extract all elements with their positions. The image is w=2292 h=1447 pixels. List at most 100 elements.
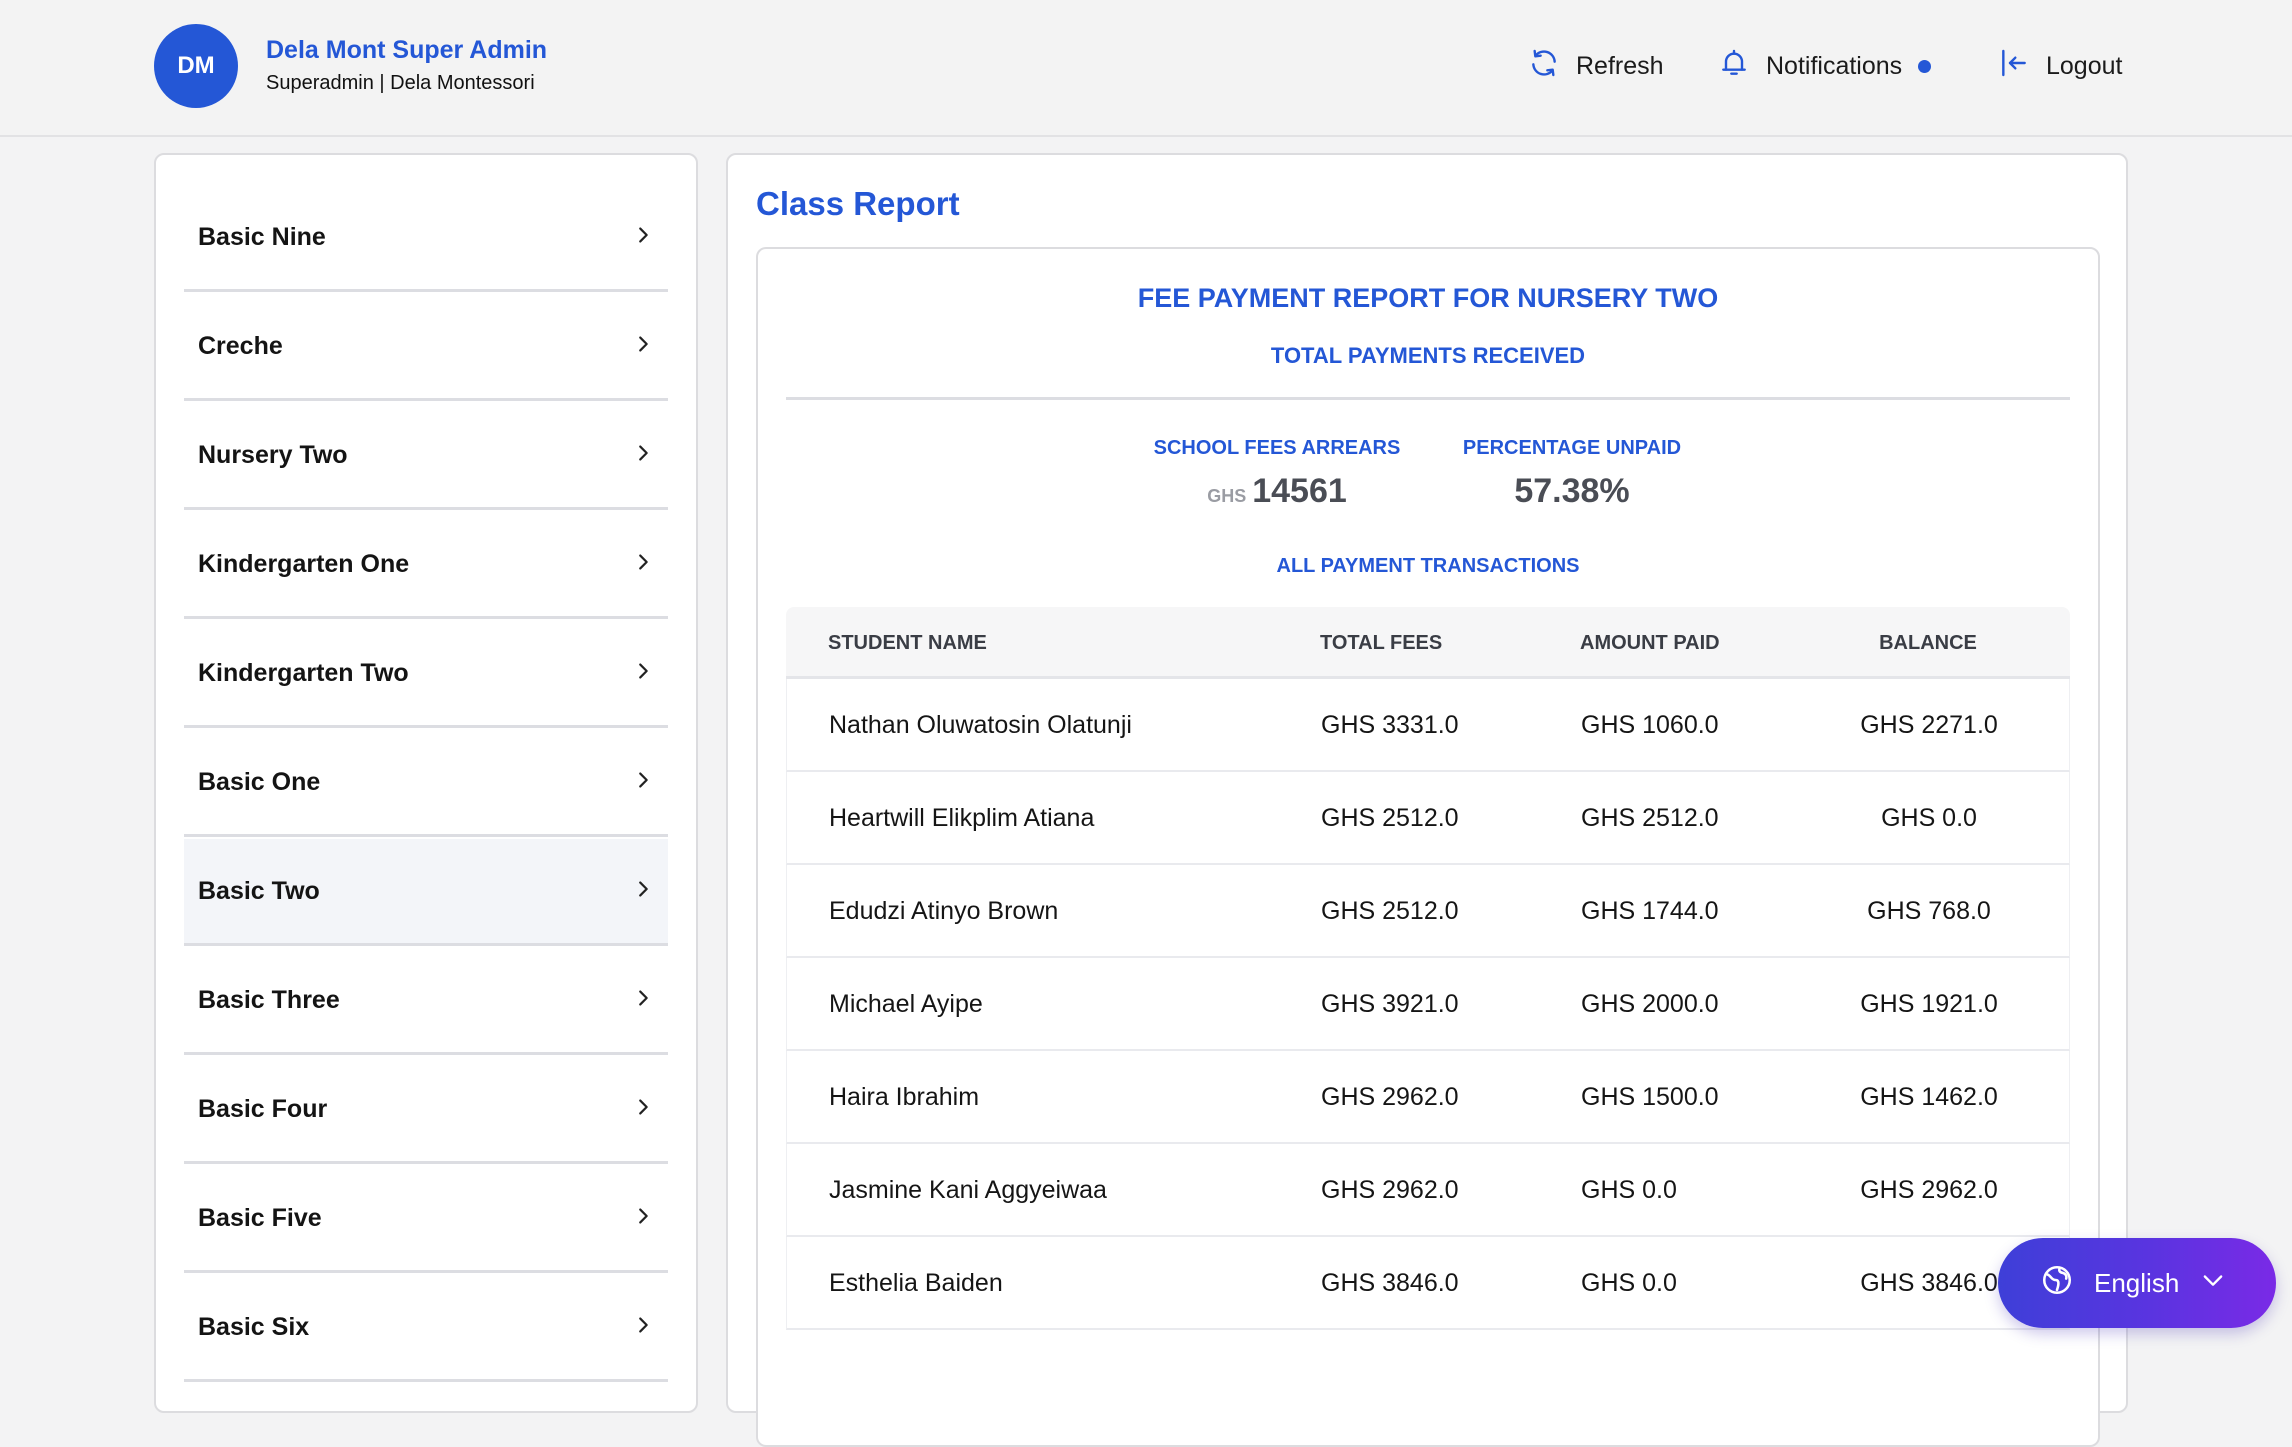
unpaid-stat: PERCENTAGE UNPAID 57.38% xyxy=(1454,437,1690,511)
sidebar-item-label: Basic Five xyxy=(198,1203,322,1232)
sidebar-item-basic-four[interactable]: Basic Four xyxy=(184,1057,668,1164)
sidebar-item-label: Kindergarten Two xyxy=(198,658,409,687)
amount-paid: GHS 1744.0 xyxy=(1581,897,1719,925)
total-fees: GHS 3846.0 xyxy=(1321,1269,1459,1297)
user-name: Dela Mont Super Admin xyxy=(266,36,548,64)
column-header-total[interactable]: TOTAL FEES xyxy=(1320,632,1443,654)
amount-paid: GHS 0.0 xyxy=(1581,1176,1677,1204)
sidebar-item-label: Basic Nine xyxy=(198,222,326,251)
table-row[interactable]: Esthelia Baiden GHS 3846.0 GHS 0.0 GHS 3… xyxy=(786,1237,2070,1330)
bell-icon xyxy=(1718,47,1750,86)
arrears-label: SCHOOL FEES ARREARS xyxy=(1153,437,1401,459)
amount-paid: GHS 0.0 xyxy=(1581,1269,1677,1297)
sidebar-item-basic-three[interactable]: Basic Three xyxy=(184,948,668,1055)
total-fees: GHS 3921.0 xyxy=(1321,990,1459,1018)
balance: GHS 3846.0 xyxy=(1860,1269,1998,1297)
column-header-name[interactable]: STUDENT NAME xyxy=(828,632,987,654)
top-header: DM Dela Mont Super Admin Superadmin | De… xyxy=(0,0,2292,137)
chevron-right-icon xyxy=(632,1314,654,1341)
language-selector[interactable]: English xyxy=(1998,1238,2276,1328)
arrears-currency: GHS xyxy=(1207,486,1247,506)
table-row[interactable]: Jasmine Kani Aggyeiwaa GHS 2962.0 GHS 0.… xyxy=(786,1144,2070,1237)
refresh-label: Refresh xyxy=(1576,51,1664,80)
sidebar-item-creche[interactable]: Creche xyxy=(184,294,668,401)
chevron-right-icon xyxy=(632,878,654,905)
balance: GHS 768.0 xyxy=(1867,897,1991,925)
notification-badge xyxy=(1918,59,1932,73)
chevron-right-icon xyxy=(632,551,654,578)
total-fees: GHS 2512.0 xyxy=(1321,804,1459,832)
amount-paid: GHS 1060.0 xyxy=(1581,711,1719,739)
balance: GHS 2271.0 xyxy=(1860,711,1998,739)
student-name: Heartwill Elikplim Atiana xyxy=(829,804,1095,832)
balance: GHS 2962.0 xyxy=(1860,1176,1998,1204)
sidebar-item-basic-five[interactable]: Basic Five xyxy=(184,1166,668,1273)
user-role: Superadmin | Dela Montessori xyxy=(266,72,535,94)
column-header-paid[interactable]: AMOUNT PAID xyxy=(1580,632,1720,654)
refresh-button[interactable]: Refresh xyxy=(1528,48,1664,84)
sidebar-item-label: Basic Six xyxy=(198,1312,310,1341)
logout-label: Logout xyxy=(2046,51,2123,80)
transactions-label: ALL PAYMENT TRANSACTIONS xyxy=(1276,555,1580,577)
student-name: Esthelia Baiden xyxy=(829,1269,1003,1297)
table-row[interactable]: Haira Ibrahim GHS 2962.0 GHS 1500.0 GHS … xyxy=(786,1051,2070,1144)
sidebar-item-label: Basic Two xyxy=(198,876,320,905)
chevron-right-icon xyxy=(632,224,654,251)
total-fees: GHS 2962.0 xyxy=(1321,1176,1459,1204)
sidebar-item-label: Basic Four xyxy=(198,1094,328,1123)
student-name: Edudzi Atinyo Brown xyxy=(829,897,1059,925)
chevron-right-icon xyxy=(632,987,654,1014)
chevron-right-icon xyxy=(632,333,654,360)
notifications-button[interactable]: Notifications xyxy=(1718,47,1932,86)
balance: GHS 1921.0 xyxy=(1860,990,1998,1018)
total-fees: GHS 2512.0 xyxy=(1321,897,1459,925)
class-report-panel: Class Report FEE PAYMENT REPORT FOR NURS… xyxy=(726,153,2128,1447)
sidebar-item-kindergarten-one[interactable]: Kindergarten One xyxy=(184,512,668,619)
student-name: Michael Ayipe xyxy=(829,990,983,1018)
arrears-value: 14561 xyxy=(1252,472,1347,510)
report-subtitle: TOTAL PAYMENTS RECEIVED xyxy=(1270,343,1586,368)
student-name: Jasmine Kani Aggyeiwaa xyxy=(829,1176,1107,1204)
column-header-balance[interactable]: BALANCE xyxy=(1879,632,1977,654)
table-row[interactable]: Heartwill Elikplim Atiana GHS 2512.0 GHS… xyxy=(786,772,2070,865)
sidebar-item-label: Kindergarten One xyxy=(198,549,410,578)
amount-paid: GHS 2000.0 xyxy=(1581,990,1719,1018)
chevron-right-icon xyxy=(632,442,654,469)
chevron-down-icon xyxy=(2199,1266,2227,1301)
amount-paid: GHS 2512.0 xyxy=(1581,804,1719,832)
chevron-right-icon xyxy=(632,660,654,687)
notifications-label: Notifications xyxy=(1766,51,1903,80)
logout-button[interactable]: Logout xyxy=(1998,48,2122,84)
transactions-table: STUDENT NAME TOTAL FEES AMOUNT PAID BALA… xyxy=(786,607,2070,1330)
language-label: English xyxy=(2094,1267,2180,1298)
sidebar-item-label: Creche xyxy=(198,331,283,360)
table-row[interactable]: Nathan Oluwatosin Olatunji GHS 3331.0 GH… xyxy=(786,679,2070,772)
divider xyxy=(786,397,2070,400)
sidebar-item-basic-nine[interactable]: Basic Nine xyxy=(184,185,668,292)
sidebar-item-label: Basic One xyxy=(198,767,321,796)
amount-paid: GHS 1500.0 xyxy=(1581,1083,1719,1111)
table-header: STUDENT NAME TOTAL FEES AMOUNT PAID BALA… xyxy=(786,607,2070,679)
unpaid-value: 57.38% xyxy=(1514,472,1630,510)
fee-report-card: FEE PAYMENT REPORT FOR NURSERY TWO TOTAL… xyxy=(756,247,2100,1447)
sidebar-item-nursery-two[interactable]: Nursery Two xyxy=(184,403,668,510)
sidebar-item-kindergarten-two[interactable]: Kindergarten Two xyxy=(184,621,668,728)
globe-icon xyxy=(2040,1263,2074,1304)
student-name: Nathan Oluwatosin Olatunji xyxy=(829,711,1132,739)
table-row[interactable]: Michael Ayipe GHS 3921.0 GHS 2000.0 GHS … xyxy=(786,958,2070,1051)
total-fees: GHS 2962.0 xyxy=(1321,1083,1459,1111)
sidebar-item-basic-two[interactable]: Basic Two xyxy=(184,839,668,946)
avatar[interactable]: DM xyxy=(154,24,238,108)
table-row[interactable]: Edudzi Atinyo Brown GHS 2512.0 GHS 1744.… xyxy=(786,865,2070,958)
report-title: FEE PAYMENT REPORT FOR NURSERY TWO xyxy=(1137,283,1719,313)
chevron-right-icon xyxy=(632,1205,654,1232)
chevron-right-icon xyxy=(632,1096,654,1123)
balance: GHS 0.0 xyxy=(1881,804,1977,832)
logout-icon xyxy=(1998,47,2030,86)
refresh-icon xyxy=(1528,47,1560,86)
sidebar-item-basic-one[interactable]: Basic One xyxy=(184,730,668,837)
arrears-stat: SCHOOL FEES ARREARS GHS 14561 xyxy=(1152,437,1402,511)
total-fees: GHS 3331.0 xyxy=(1321,711,1459,739)
chevron-right-icon xyxy=(632,769,654,796)
class-sidebar: Basic Nine Creche Nursery Two Kindergart… xyxy=(154,153,698,1413)
